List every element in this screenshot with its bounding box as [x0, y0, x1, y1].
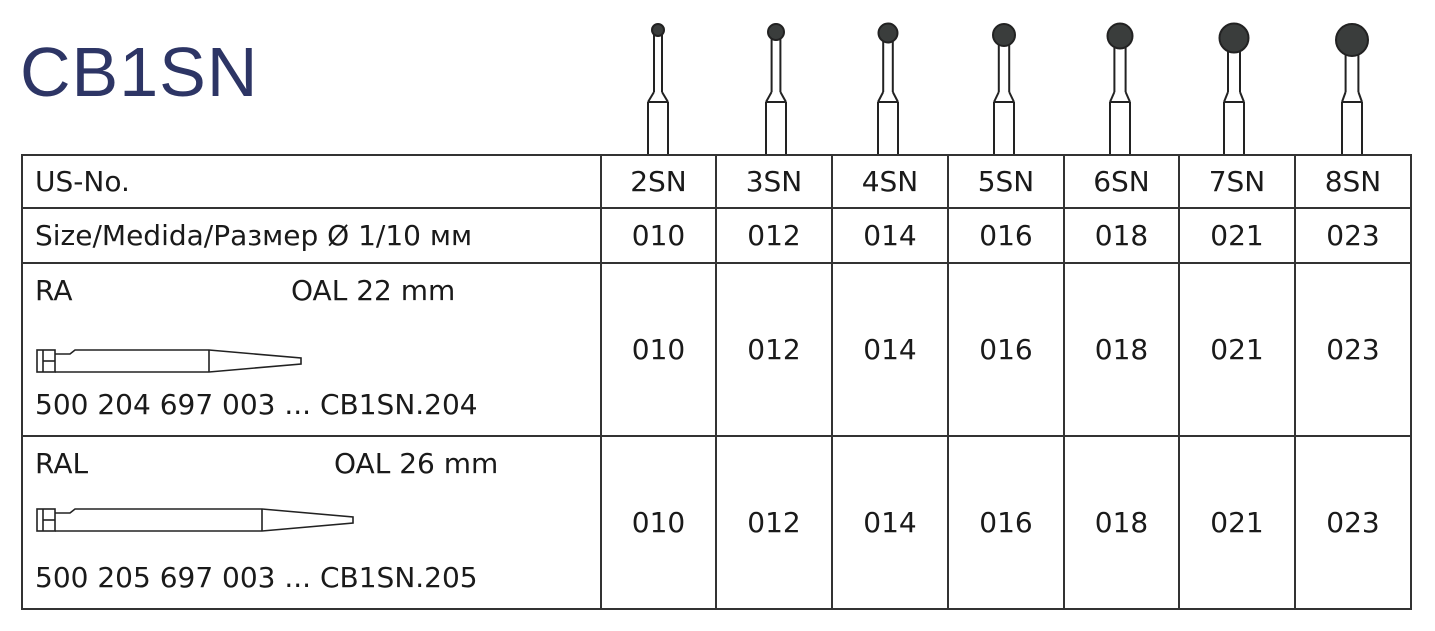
- ral-value-cell: 012: [715, 435, 833, 610]
- ral-value-cell: 014: [831, 435, 949, 610]
- ra-value-cell: 018: [1063, 262, 1180, 437]
- bur-part: [1218, 22, 1250, 54]
- ra-value-cell: 016: [947, 262, 1065, 437]
- bur-part: [1223, 91, 1229, 103]
- product-title: CB1SN: [20, 33, 259, 111]
- bur-part: [877, 22, 899, 44]
- ra-shank-icon: [36, 349, 302, 373]
- size-cell: 018: [1063, 207, 1180, 264]
- ral-value-cell: 021: [1178, 435, 1296, 610]
- bur-part: [1109, 91, 1116, 103]
- bur-part: [779, 91, 787, 103]
- size-cell: 012: [715, 207, 833, 264]
- ral-value-cell: 010: [600, 435, 717, 610]
- ral-order-code: 500 205 697 003 ... CB1SN.205: [35, 561, 478, 594]
- ra-order-code: 500 204 697 003 ... CB1SN.204: [35, 388, 478, 421]
- bur-part: [1124, 91, 1131, 103]
- us-number-cell: 2SN: [600, 154, 717, 209]
- us-number-cell: 8SN: [1294, 154, 1412, 209]
- ral-value-cell: 016: [947, 435, 1065, 610]
- bur-part: [993, 91, 1000, 103]
- size-cell: 014: [831, 207, 949, 264]
- bur-part: [1335, 23, 1369, 57]
- size-label: Size/Medida/Размер Ø 1/10 мм: [21, 207, 602, 264]
- us-number-cell: 5SN: [947, 154, 1065, 209]
- bur-part: [891, 91, 899, 103]
- ra-value-cell: 012: [715, 262, 833, 437]
- bur-part: [992, 23, 1016, 47]
- ra-oal: OAL 22 mm: [291, 274, 456, 307]
- ra-value-cell: 010: [600, 262, 717, 437]
- bur-part: [661, 91, 669, 103]
- us-number-cell: 7SN: [1178, 154, 1296, 209]
- ral-label-cell: RAL OAL 26 mm 500 205 697 003 ... CB1SN.…: [21, 435, 602, 610]
- bur-part: [767, 23, 785, 41]
- size-cell: 021: [1178, 207, 1296, 264]
- ral-name: RAL: [35, 447, 89, 480]
- bur-part: [1357, 91, 1363, 103]
- ral-value-cell: 023: [1294, 435, 1412, 610]
- bur-part: [877, 91, 885, 103]
- us-number-cell: 3SN: [715, 154, 833, 209]
- us-number-cell: 4SN: [831, 154, 949, 209]
- us-number-cell: 6SN: [1063, 154, 1180, 209]
- ral-row: RAL OAL 26 mm 500 205 697 003 ... CB1SN.…: [21, 435, 1412, 610]
- bur-part: [1008, 91, 1015, 103]
- ra-value-cell: 021: [1178, 262, 1296, 437]
- spec-table: US-No. 2SN 3SN 4SN 5SN 6SN 7SN 8SN Size/…: [21, 154, 1412, 610]
- ral-shank-icon: [36, 508, 354, 532]
- ra-name: RA: [35, 274, 73, 307]
- bur-part: [651, 23, 665, 37]
- ra-row: RA OAL 22 mm 500 204 697 003 ... CB1SN.2…: [21, 262, 1412, 437]
- ra-value-cell: 023: [1294, 262, 1412, 437]
- bur-part: [1106, 22, 1134, 50]
- bur-illustrations: [647, 22, 1369, 156]
- us-number-label: US-No.: [21, 154, 602, 209]
- ra-label-cell: RA OAL 22 mm 500 204 697 003 ... CB1SN.2…: [21, 262, 602, 437]
- bur-part: [765, 91, 773, 103]
- size-cell: 016: [947, 207, 1065, 264]
- bur-part: [1239, 91, 1245, 103]
- size-row: Size/Medida/Размер Ø 1/10 мм 010 012 014…: [21, 207, 1412, 264]
- size-cell: 023: [1294, 207, 1412, 264]
- ral-value-cell: 018: [1063, 435, 1180, 610]
- us-number-row: US-No. 2SN 3SN 4SN 5SN 6SN 7SN 8SN: [21, 154, 1412, 209]
- ra-value-cell: 014: [831, 262, 949, 437]
- bur-part: [1341, 91, 1347, 103]
- size-cell: 010: [600, 207, 717, 264]
- ral-oal: OAL 26 mm: [334, 447, 499, 480]
- bur-part: [647, 91, 655, 103]
